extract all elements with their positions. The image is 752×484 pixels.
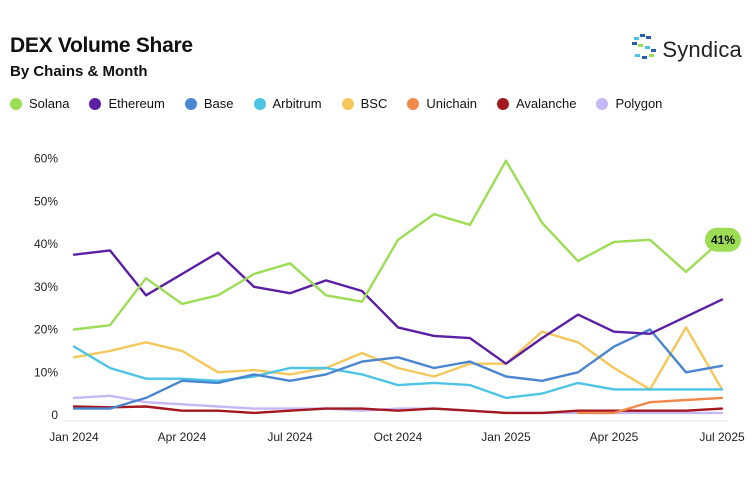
y-tick-label: 10% [34,365,58,379]
chart-legend: Solana Ethereum Base Arbitrum BSC Unichain Ava… [10,96,682,111]
legend-swatch [407,97,420,110]
series-line-bsc [72,326,724,391]
chart-subtitle: By Chains & Month [10,63,148,80]
x-tick-label: Apr 2025 [590,430,639,444]
y-tick-label: 30% [34,280,58,294]
legend-label: Unichain [426,96,477,111]
brand-logo: Syndica [632,34,742,65]
x-tick-label: Jan 2024 [49,430,99,444]
legend-swatch [89,97,102,110]
legend-item-avalanche: Avalanche [496,96,577,111]
legend-swatch [184,97,197,110]
legend-swatch [253,97,266,110]
callout-label: 41% [711,233,735,247]
legend-item-unichain: Unichain [407,96,477,111]
chart-title: DEX Volume Share [10,34,193,57]
legend-label: BSC [360,96,388,111]
legend-label: Base [203,96,234,111]
syndica-logo-icon [632,34,657,65]
legend-item-ethereum: Ethereum [89,96,165,111]
brand-name: Syndica [662,36,742,62]
series-line-avalanche [72,405,724,415]
y-tick-label: 60% [34,152,58,166]
legend-swatch [10,97,22,110]
y-tick-label: 50% [34,194,58,208]
x-tick-label: Jul 2025 [699,430,745,444]
y-tick-label: 20% [34,323,58,337]
legend-label: Avalanche [515,96,577,111]
legend-item-arbitrum: Arbitrum [253,96,322,111]
legend-label: Polygon [615,96,663,111]
legend-label: Arbitrum [272,96,322,111]
x-tick-label: Jan 2025 [481,430,531,444]
series-line-unichain [576,396,724,415]
y-tick-label: 40% [34,237,58,251]
legend-swatch [341,97,354,110]
legend-item-bsc: BSC [341,96,388,111]
legend-label: Solana [29,96,70,111]
legend-item-solana: Solana [10,96,69,111]
legend-item-polygon: Polygon [596,96,662,111]
value-callout: 41% [705,227,741,252]
series-line-base [72,328,724,410]
callout-bubble [705,227,741,252]
series-line-arbitrum [72,345,724,400]
x-tick-label: Apr 2024 [158,430,207,444]
series-line-ethereum [72,249,724,365]
x-tick-label: Jul 2024 [267,430,313,444]
series-line-solana [72,159,724,331]
legend-item-base: Base [184,96,234,111]
legend-label: Ethereum [108,96,165,111]
y-tick-label: 0 [51,408,58,422]
legend-swatch [596,97,609,110]
x-tick-label: Oct 2024 [374,430,423,444]
legend-swatch [496,97,509,110]
